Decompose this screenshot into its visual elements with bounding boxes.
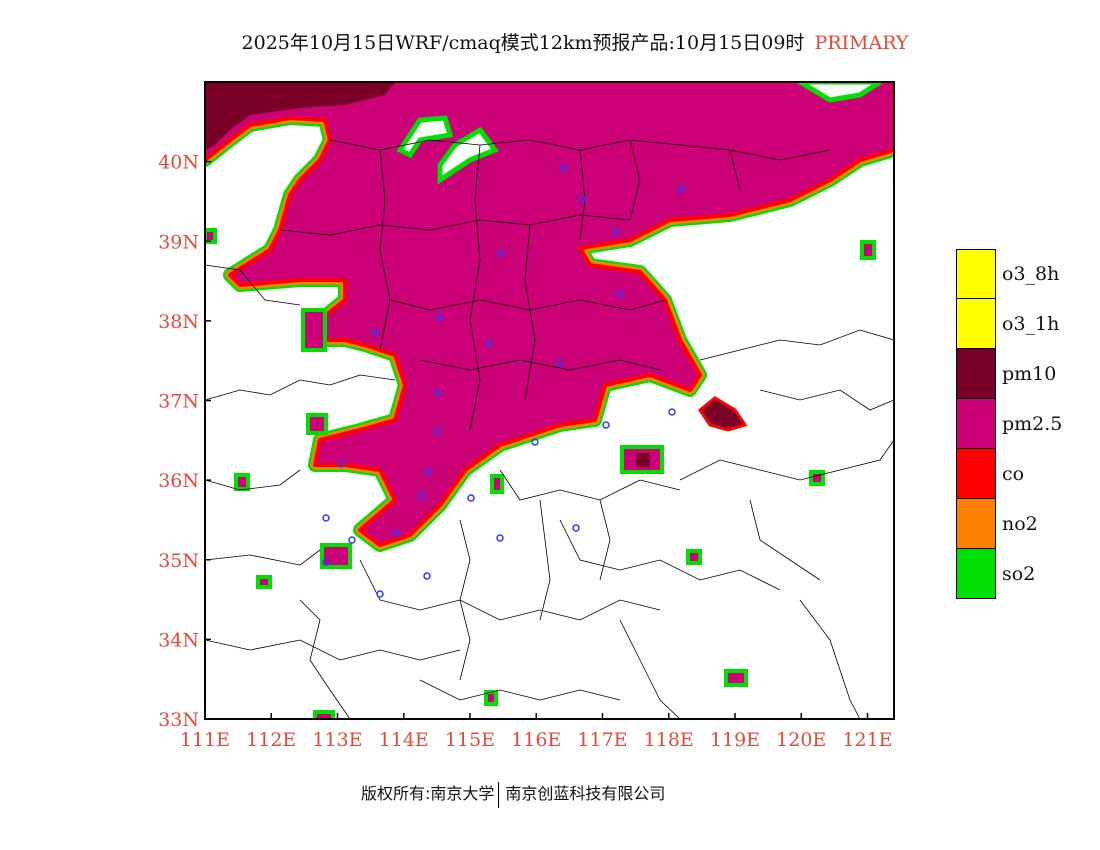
lon-tick-label: 115E xyxy=(445,729,495,751)
title-text: 2025年10月15日WRF/cmaq模式12km预报产品:10月15日09时 xyxy=(241,32,805,54)
legend-swatch-co xyxy=(956,449,996,499)
lon-tick-label: 119E xyxy=(710,729,760,751)
legend-label-pm10: pm10 xyxy=(1002,363,1057,385)
lon-tick-label: 118E xyxy=(644,729,694,751)
lon-tick-label: 117E xyxy=(577,729,627,751)
legend-swatch-pm25 xyxy=(956,399,996,449)
lon-tick-label: 116E xyxy=(511,729,561,751)
legend-swatch-no2 xyxy=(956,499,996,549)
legend-label-co: co xyxy=(1002,463,1025,485)
pm25-plume xyxy=(205,82,894,547)
lat-tick-label: 39N xyxy=(158,231,199,253)
lat-tick-label: 33N xyxy=(158,709,199,731)
footer-copyright: 版权所有:南京大学 南京创蓝科技有限公司 xyxy=(361,780,665,808)
boundaries xyxy=(205,264,894,719)
lat-tick-label: 35N xyxy=(158,550,199,572)
lon-tick-label: 120E xyxy=(776,729,826,751)
lon-tick-label: 113E xyxy=(312,729,362,751)
legend-label-so2: so2 xyxy=(1002,563,1036,585)
lat-tick-label: 34N xyxy=(158,629,199,651)
legend-swatch-o3-1h xyxy=(956,299,996,349)
lon-tick-label: 111E xyxy=(180,729,230,751)
latitude-axis: 33N 34N 35N 36N 37N 38N 39N 40N xyxy=(158,152,211,731)
legend-swatch-pm10 xyxy=(956,349,996,399)
lat-tick-label: 36N xyxy=(158,470,199,492)
legend-label-o3-8h: o3_8h xyxy=(1002,263,1060,285)
stations xyxy=(322,164,685,598)
company-text: 南京创蓝科技有限公司 xyxy=(505,784,666,803)
legend-label-no2: no2 xyxy=(1002,513,1038,535)
longitude-axis: 111E 112E 113E 114E 115E 116E 117E 118E 119E 120E… xyxy=(180,713,893,751)
pm10-zone-east xyxy=(697,396,748,432)
map-title: 2025年10月15日WRF/cmaq模式12km预报产品:10月15日09时 P… xyxy=(0,28,1100,55)
lat-tick-label: 38N xyxy=(158,311,199,333)
hotspots xyxy=(205,228,876,719)
legend-label-pm25: pm2.5 xyxy=(1002,413,1063,435)
title-mode: PRIMARY xyxy=(814,32,909,54)
footer-separator xyxy=(498,781,500,808)
pm10-zone-northwest xyxy=(205,82,395,150)
legend-swatch-o3-8h xyxy=(956,249,996,299)
lon-tick-label: 114E xyxy=(379,729,429,751)
lon-tick-label: 112E xyxy=(246,729,296,751)
boundaries-in-plume xyxy=(279,139,831,431)
legend-swatch-so2 xyxy=(956,549,996,599)
lat-tick-label: 40N xyxy=(158,152,199,174)
lon-tick-label: 121E xyxy=(842,729,892,751)
lat-tick-label: 37N xyxy=(158,391,199,413)
copyright-text: 版权所有:南京大学 xyxy=(361,784,495,803)
legend-label-o3-1h: o3_1h xyxy=(1002,313,1060,335)
